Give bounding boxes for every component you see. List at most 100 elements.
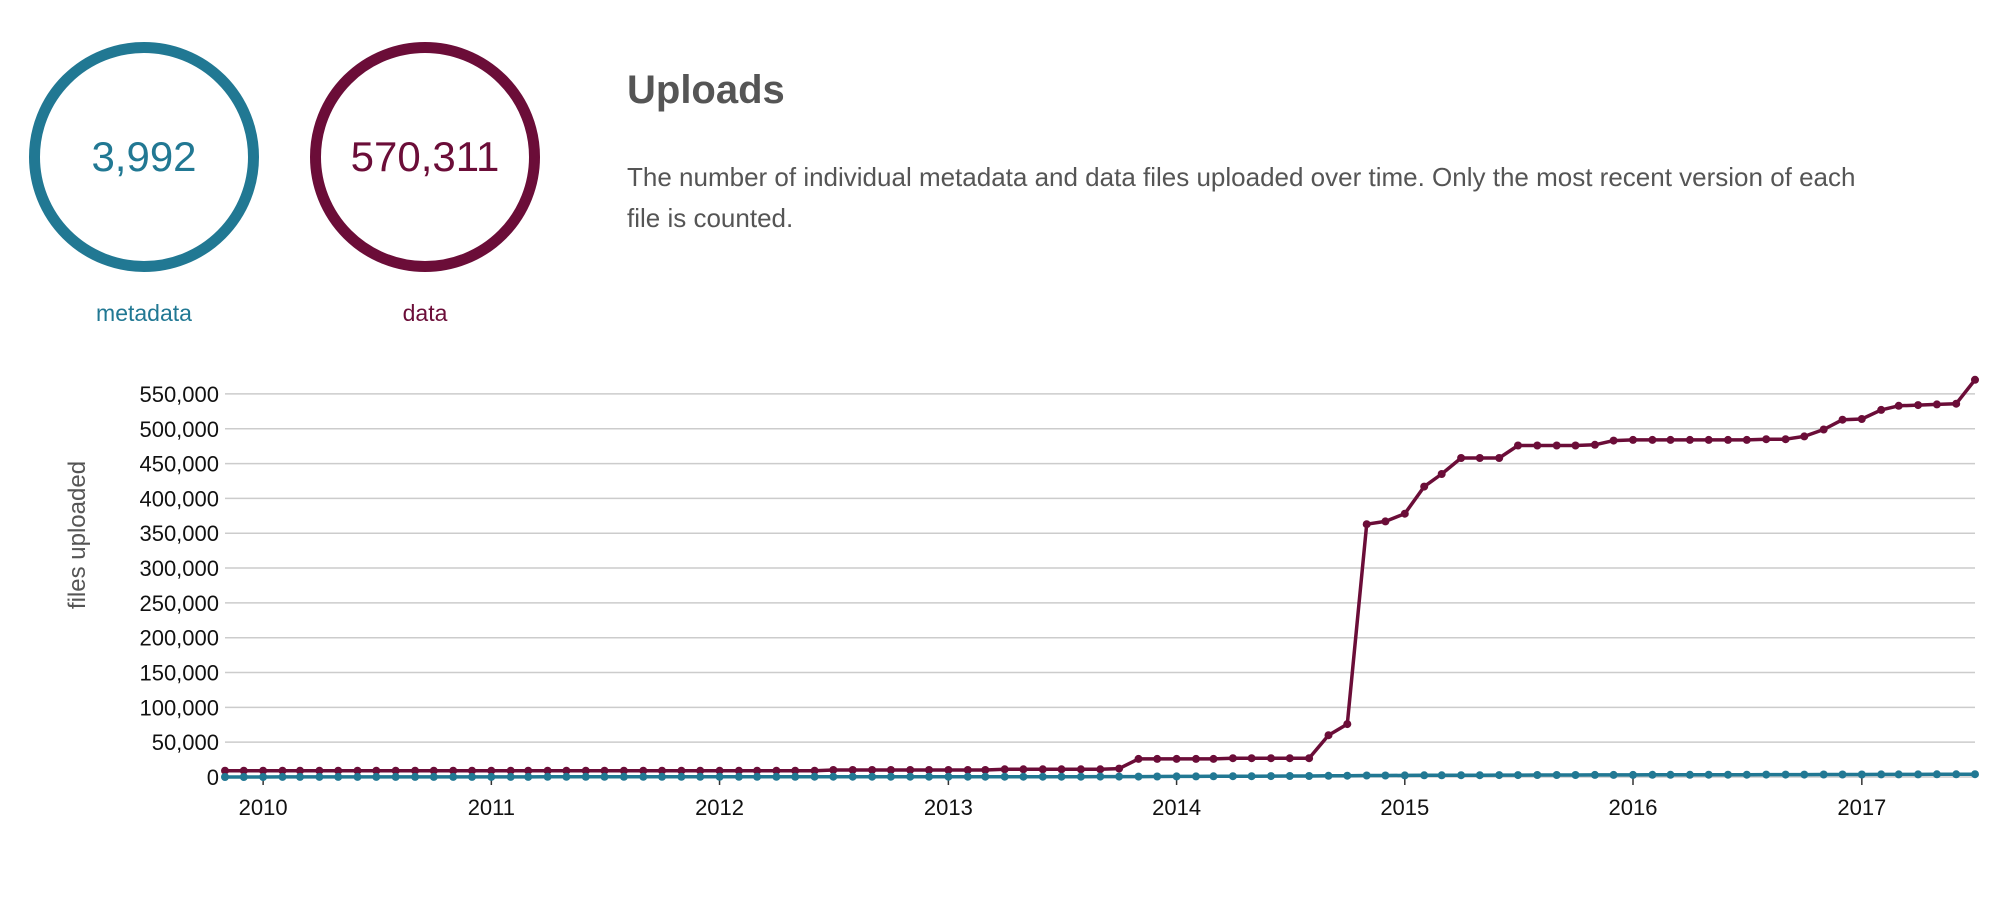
data-point-metadata <box>1800 770 1809 779</box>
data-point-metadata <box>1971 770 1979 779</box>
y-tick-label: 250,000 <box>139 591 219 616</box>
data-point-data <box>658 766 666 775</box>
data-point-data <box>1096 765 1105 774</box>
data-point-data <box>259 766 268 775</box>
data-point-metadata <box>829 772 838 781</box>
data-point-metadata <box>1838 770 1847 779</box>
data-count-circle: 570,311 <box>310 42 540 272</box>
data-point-data <box>1400 509 1409 518</box>
data-point-metadata <box>753 772 762 781</box>
data-point-data <box>1420 482 1429 491</box>
data-point-metadata <box>506 772 515 781</box>
data-point-metadata <box>1019 772 1028 781</box>
data-point-metadata <box>1685 770 1694 779</box>
data-point-data <box>1285 754 1294 763</box>
data-point-metadata <box>1609 770 1618 779</box>
data-point-data <box>981 766 990 774</box>
page-title: Uploads <box>627 68 785 112</box>
data-point-data <box>1952 399 1961 408</box>
data-point-metadata <box>315 772 324 781</box>
data-point-metadata <box>1381 771 1390 780</box>
data-point-data <box>906 766 915 774</box>
data-point-data <box>1629 435 1637 444</box>
data-point-metadata <box>925 772 933 781</box>
data-point-metadata <box>1819 770 1828 779</box>
data-point-data <box>1475 454 1484 462</box>
data-point-data <box>581 766 590 775</box>
data-point-data <box>1000 765 1009 774</box>
data-point-data <box>1781 435 1790 444</box>
data-point-metadata <box>1192 772 1200 781</box>
data-point-metadata <box>1857 770 1866 779</box>
data-point-metadata <box>963 772 972 781</box>
data-point-data <box>411 766 420 775</box>
data-point-data <box>278 766 287 775</box>
data-count: 570,311 <box>350 133 500 180</box>
data-point-data <box>734 766 743 775</box>
data-point-data <box>1742 435 1751 444</box>
data-point-data <box>1571 441 1580 450</box>
data-point-data <box>829 766 838 774</box>
data-point-metadata <box>981 772 990 781</box>
data-point-data <box>353 766 362 775</box>
data-point-data <box>524 766 533 775</box>
data-point-data <box>1192 754 1200 763</box>
data-point-metadata <box>1228 772 1237 781</box>
y-tick-label: 200,000 <box>139 626 219 651</box>
x-tick-label: 2014 <box>1152 795 1201 820</box>
data-point-metadata <box>1704 770 1713 779</box>
data-point-data <box>1514 441 1522 450</box>
data-point-metadata <box>1742 770 1751 779</box>
data-point-metadata <box>810 772 819 781</box>
data-point-metadata <box>1914 770 1923 779</box>
x-tick-label: 2013 <box>924 795 973 820</box>
data-point-data <box>600 766 609 775</box>
data-point-data <box>677 766 686 775</box>
y-tick-label: 400,000 <box>139 486 219 511</box>
y-tick-label: 500,000 <box>139 417 219 442</box>
data-point-metadata <box>1495 771 1504 780</box>
data-point-data <box>1894 401 1903 410</box>
data-point-metadata <box>1437 771 1446 780</box>
data-point-data <box>886 766 895 774</box>
data-point-data <box>1057 765 1066 774</box>
data-point-data <box>848 766 857 774</box>
y-axis-label: files uploaded <box>64 461 91 609</box>
y-tick-label: 0 <box>207 765 219 790</box>
x-tick-label: 2016 <box>1609 795 1658 820</box>
data-point-metadata <box>868 772 877 781</box>
data-point-metadata <box>562 772 571 781</box>
data-point-data <box>1495 454 1504 462</box>
x-tick-label: 2011 <box>468 795 515 820</box>
data-point-metadata <box>1533 771 1542 779</box>
series-data <box>221 375 1979 775</box>
data-point-metadata <box>1629 770 1637 779</box>
uploads-line-chart: 0 50,000 100,000 150,000 200,000 250,000 300,0… <box>64 375 1979 820</box>
data-point-metadata <box>1666 770 1675 779</box>
data-point-metadata <box>1762 770 1771 779</box>
data-point-data <box>1932 400 1941 409</box>
data-point-metadata <box>1571 771 1580 779</box>
data-point-metadata <box>1781 770 1790 779</box>
data-point-data <box>1247 754 1256 763</box>
data-point-metadata <box>468 772 476 781</box>
data-point-metadata <box>1172 772 1181 781</box>
x-tick-label: 2017 <box>1837 795 1886 820</box>
data-point-data <box>1115 764 1124 773</box>
data-point-data <box>391 766 400 775</box>
data-point-data <box>696 766 705 775</box>
data-point-data <box>1800 432 1809 441</box>
series-metadata <box>221 770 1979 781</box>
data-point-data <box>221 766 229 775</box>
y-tick-label: 450,000 <box>139 452 219 477</box>
data-point-data <box>1267 754 1275 763</box>
data-point-data <box>944 766 953 774</box>
data-point-metadata <box>1115 772 1124 781</box>
data-point-data <box>562 766 571 775</box>
data-point-metadata <box>1096 772 1105 781</box>
y-tick-label: 50,000 <box>152 730 219 755</box>
data-point-metadata <box>1362 771 1371 780</box>
data-point-metadata <box>734 772 743 781</box>
data-point-metadata <box>639 772 648 781</box>
data-point-metadata <box>1038 772 1047 781</box>
